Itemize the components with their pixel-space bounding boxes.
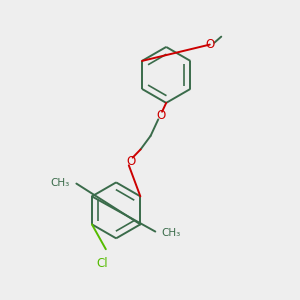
Text: O: O — [205, 38, 214, 51]
Text: Cl: Cl — [97, 256, 108, 270]
Text: O: O — [126, 155, 135, 168]
Text: O: O — [156, 109, 165, 122]
Text: CH₃: CH₃ — [51, 178, 70, 188]
Text: CH₃: CH₃ — [161, 228, 180, 238]
